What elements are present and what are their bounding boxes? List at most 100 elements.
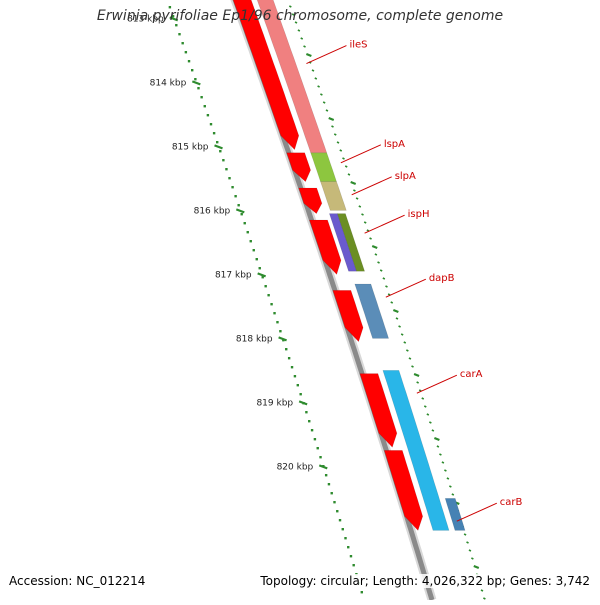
scale-tick (235, 208, 245, 214)
scale-dot (171, 15, 175, 18)
scale-tick (257, 272, 267, 278)
scale-tick (318, 464, 328, 470)
outer-tick (333, 133, 337, 136)
scale-tick-label: 814 kbp (150, 78, 187, 88)
outer-tick (413, 372, 420, 378)
scale-dot (219, 150, 222, 153)
scale-dot (267, 294, 270, 297)
outer-tick (421, 397, 425, 400)
outer-tick (322, 101, 326, 104)
scale-dot (197, 87, 200, 90)
scale-dot (296, 384, 299, 387)
outer-tick (385, 285, 388, 288)
outer-tick (347, 173, 351, 176)
gene-label-dapb: dapB (429, 273, 455, 284)
outer-tick (408, 357, 412, 360)
outer-tick (336, 141, 340, 144)
outer-tick (390, 301, 394, 304)
gene-leader-line (340, 144, 382, 164)
scale-dot (261, 276, 264, 279)
scale-dot (324, 474, 328, 477)
scale-dot (344, 537, 347, 540)
outer-tick (441, 461, 445, 464)
scale-dot (234, 195, 237, 198)
outer-tick (325, 109, 329, 112)
scale-dot (240, 213, 243, 216)
outer-tick (471, 557, 474, 560)
scale-dot (313, 438, 317, 441)
scale-dot (178, 33, 181, 36)
scale-dot (168, 6, 172, 9)
outer-tick (363, 221, 367, 224)
gene-lspa-band (310, 152, 337, 182)
gene-leader-line (364, 214, 405, 234)
scale-dot (327, 483, 331, 486)
outer-tick (466, 541, 469, 544)
scale-dot (341, 528, 344, 531)
outer-tick (382, 277, 386, 280)
scale-dot (187, 60, 191, 63)
outer-tick (300, 37, 304, 40)
outer-tick (446, 477, 450, 480)
scale-dot (181, 42, 184, 45)
scale-dot (349, 555, 353, 558)
scale-dot (305, 411, 308, 414)
scale-dot (285, 348, 288, 351)
scale-tick-label: 819 kbp (256, 398, 293, 408)
outer-tick (428, 421, 432, 424)
scale-dot (206, 114, 210, 117)
scale-dot (225, 168, 228, 171)
outer-tick (405, 349, 409, 352)
outer-tick (463, 533, 467, 536)
scale-dot (243, 222, 246, 225)
outer-tick (423, 405, 427, 408)
scale-dot (184, 51, 188, 54)
forward-feature (332, 290, 364, 343)
outer-tick (297, 29, 301, 32)
outer-tick (328, 116, 335, 122)
outer-tick (361, 213, 364, 216)
outer-tick (398, 325, 401, 328)
outer-tick (353, 189, 356, 192)
gene-cara-band (382, 370, 450, 531)
outer-tick (331, 125, 334, 128)
scale-dot (352, 564, 355, 567)
outer-tick (387, 293, 391, 296)
scale-dot (249, 240, 252, 243)
outer-tick (350, 180, 357, 186)
gene-dapb-band (354, 283, 390, 339)
scale-tick (214, 144, 223, 150)
gene-ispH-band-2 (336, 213, 366, 272)
scale-dot (255, 258, 258, 261)
accession-label: Accession: NC_012214 (9, 574, 146, 588)
outer-tick (480, 589, 484, 592)
outer-tick (355, 197, 359, 200)
scale-dot (319, 456, 322, 459)
outer-tick (433, 436, 440, 442)
outer-tick (473, 564, 480, 570)
gene-leader-line (351, 176, 392, 196)
outer-tick (483, 597, 486, 600)
outer-tick (439, 453, 442, 456)
scale-dot (258, 267, 261, 270)
scale-dot (273, 312, 276, 315)
gene-label-iles: ileS (349, 40, 367, 51)
forward-feature (309, 219, 342, 275)
scale-dot (228, 177, 231, 180)
outer-tick (392, 308, 399, 314)
outer-tick (371, 244, 378, 250)
outer-tick (294, 21, 298, 24)
scale-dot (316, 447, 319, 450)
scale-dot (347, 546, 350, 549)
scale-tick (298, 400, 308, 406)
scale-dot (290, 366, 294, 369)
scale-dot (360, 591, 363, 594)
outer-tick (411, 365, 414, 368)
outer-tick (377, 261, 380, 264)
outer-tick (379, 269, 383, 272)
scale-tick-label: 815 kbp (172, 142, 209, 152)
outer-tick (344, 165, 348, 168)
outer-tick (416, 381, 419, 384)
gene-leader-line (306, 45, 347, 65)
outer-tick (366, 229, 370, 232)
